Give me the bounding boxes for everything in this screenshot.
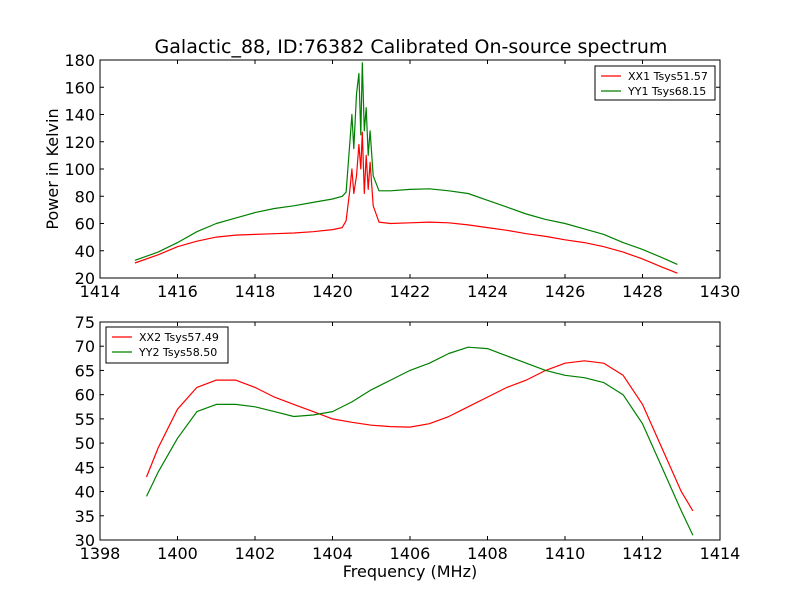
top-series-line-2 [134,62,678,265]
bottom-axes-frame [99,321,721,541]
top-legend-box [594,65,716,101]
bottom-x-tick-label: 1400 [157,544,198,563]
top-x-tick-label: 1416 [157,282,198,301]
top-y-tick-label: 40 [75,242,95,261]
bottom-series-group [145,346,694,536]
bottom-y-tick-label: 75 [75,313,95,332]
bottom-ticks: 1398 1400 1402 1404 1406 1408 1410 1412 1414 30 35… [75,313,741,563]
bottom-legend-label-1: XX2 Tsys57.49 [139,331,219,344]
bottom-x-tick-label: 1402 [235,544,276,563]
top-panel: 1414 1416 1418 1420 1422 1424 1426 1428 1430 20 40… [43,51,740,301]
bottom-y-tick-label: 55 [75,410,95,429]
bottom-legend: XX2 Tsys57.49 YY2 Tsys58.50 [105,326,229,364]
bottom-x-tick-label: 1410 [545,544,586,563]
top-legend-label-2: YY1 Tsys68.15 [627,85,706,98]
bottom-x-tick-label: 1408 [467,544,508,563]
bottom-series-line-2 [145,346,694,536]
bottom-x-tick-label: 1414 [700,544,741,563]
top-x-tick-label: 1414 [80,282,121,301]
top-y-tick-label: 80 [75,187,95,206]
bottom-legend-label-2: YY2 Tsys58.50 [138,346,217,359]
top-x-tick-label: 1420 [312,282,353,301]
top-y-tick-label: 120 [64,133,95,152]
top-y-tick-label: 60 [75,215,95,234]
top-y-tick-label: 20 [75,269,95,288]
bottom-y-tick-label: 50 [75,434,95,453]
top-x-tick-label: 1418 [235,282,276,301]
bottom-x-tick-label: 1398 [80,544,121,563]
bottom-y-tick-label: 65 [75,361,95,380]
top-series-group [134,62,678,274]
top-series-line-1 [134,131,678,274]
top-x-tick-label: 1430 [700,282,741,301]
top-ticks: 1414 1416 1418 1420 1422 1424 1426 1428 1430 20 40… [64,51,740,301]
top-y-tick-label: 100 [64,160,95,179]
top-y-tick-label: 140 [64,106,95,125]
top-axes-frame [99,59,721,279]
bottom-x-tick-label: 1412 [622,544,663,563]
top-y-axis-title: Power in Kelvin [43,108,62,229]
chart-title: Galactic_88, ID:76382 Calibrated On-sour… [155,36,668,58]
bottom-y-tick-label: 45 [75,458,95,477]
top-x-tick-label: 1424 [467,282,508,301]
bottom-series-line-1 [145,360,694,512]
bottom-y-tick-label: 40 [75,483,95,502]
bottom-x-tick-label: 1406 [390,544,431,563]
bottom-y-tick-label: 30 [75,531,95,550]
top-legend-label-1: XX1 Tsys51.57 [628,70,708,83]
top-legend: XX1 Tsys51.57 YY1 Tsys68.15 [594,65,716,101]
top-x-tick-label: 1422 [390,282,431,301]
bottom-y-tick-label: 60 [75,386,95,405]
bottom-y-tick-label: 70 [75,337,95,356]
bottom-x-tick-label: 1404 [312,544,353,563]
top-x-tick-label: 1426 [545,282,586,301]
top-y-tick-label: 160 [64,78,95,97]
bottom-panel: 1398 1400 1402 1404 1406 1408 1410 1412 1414 30 35… [75,313,741,581]
bottom-x-axis-title: Frequency (MHz) [343,562,477,581]
bottom-legend-box [105,326,229,364]
top-y-tick-label: 180 [64,51,95,70]
top-x-tick-label: 1428 [622,282,663,301]
bottom-y-tick-label: 35 [75,507,95,526]
